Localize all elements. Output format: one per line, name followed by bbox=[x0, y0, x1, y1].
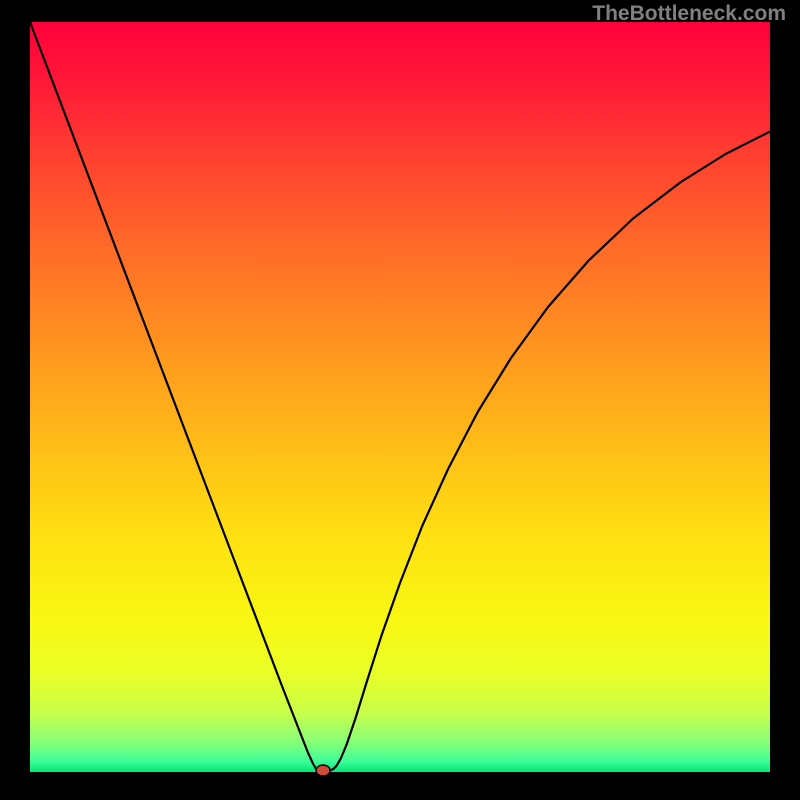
chart-container: TheBottleneck.com bbox=[0, 0, 800, 800]
bottleneck-curve bbox=[30, 22, 770, 771]
watermark-text: TheBottleneck.com bbox=[592, 2, 786, 26]
chart-svg-layer bbox=[0, 0, 800, 800]
optimum-marker bbox=[316, 765, 330, 776]
